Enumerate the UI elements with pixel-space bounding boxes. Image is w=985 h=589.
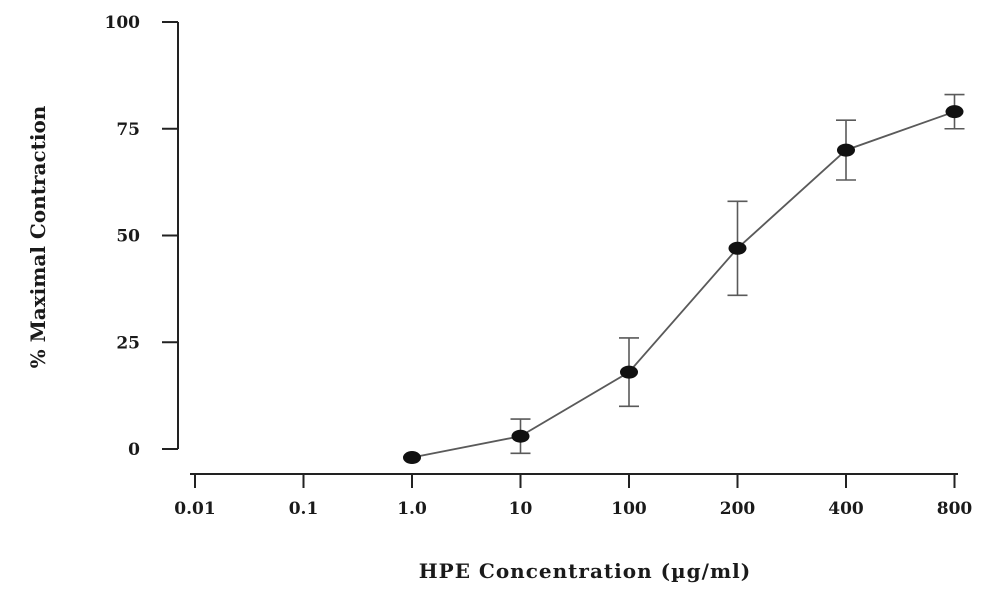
y-tick-label: 25 bbox=[116, 333, 140, 353]
data-point bbox=[945, 105, 964, 119]
x-tick-label: 800 bbox=[937, 499, 973, 519]
data-point bbox=[620, 365, 638, 379]
x-tick-label: 100 bbox=[611, 499, 647, 519]
y-tick-label: 0 bbox=[128, 440, 140, 460]
data-point bbox=[728, 241, 747, 255]
y-axis-title: % Maximal Contraction bbox=[26, 105, 50, 368]
x-tick-label: 10 bbox=[509, 499, 533, 519]
x-tick-group: 0.01 0.1 1.0 10 100 200 400 800 bbox=[174, 474, 972, 519]
data-point bbox=[837, 143, 855, 157]
x-tick-label: 400 bbox=[828, 499, 864, 519]
series-group bbox=[403, 93, 965, 465]
data-point bbox=[403, 451, 421, 465]
x-tick-label: 1.0 bbox=[397, 499, 427, 519]
y-tick-label: 50 bbox=[116, 227, 140, 247]
y-tick-group: 0 25 50 75 100 bbox=[105, 13, 178, 460]
y-tick-label: 75 bbox=[116, 120, 140, 140]
y-tick-label: 100 bbox=[105, 13, 141, 33]
data-point bbox=[511, 429, 530, 443]
axes bbox=[177, 22, 958, 475]
x-tick-label: 200 bbox=[720, 499, 756, 519]
x-tick-label: 0.1 bbox=[289, 499, 319, 519]
series-line bbox=[411, 110, 955, 459]
x-axis-title: HPE Concentration (µg/ml) bbox=[419, 559, 751, 583]
x-tick-label: 0.01 bbox=[174, 499, 215, 519]
